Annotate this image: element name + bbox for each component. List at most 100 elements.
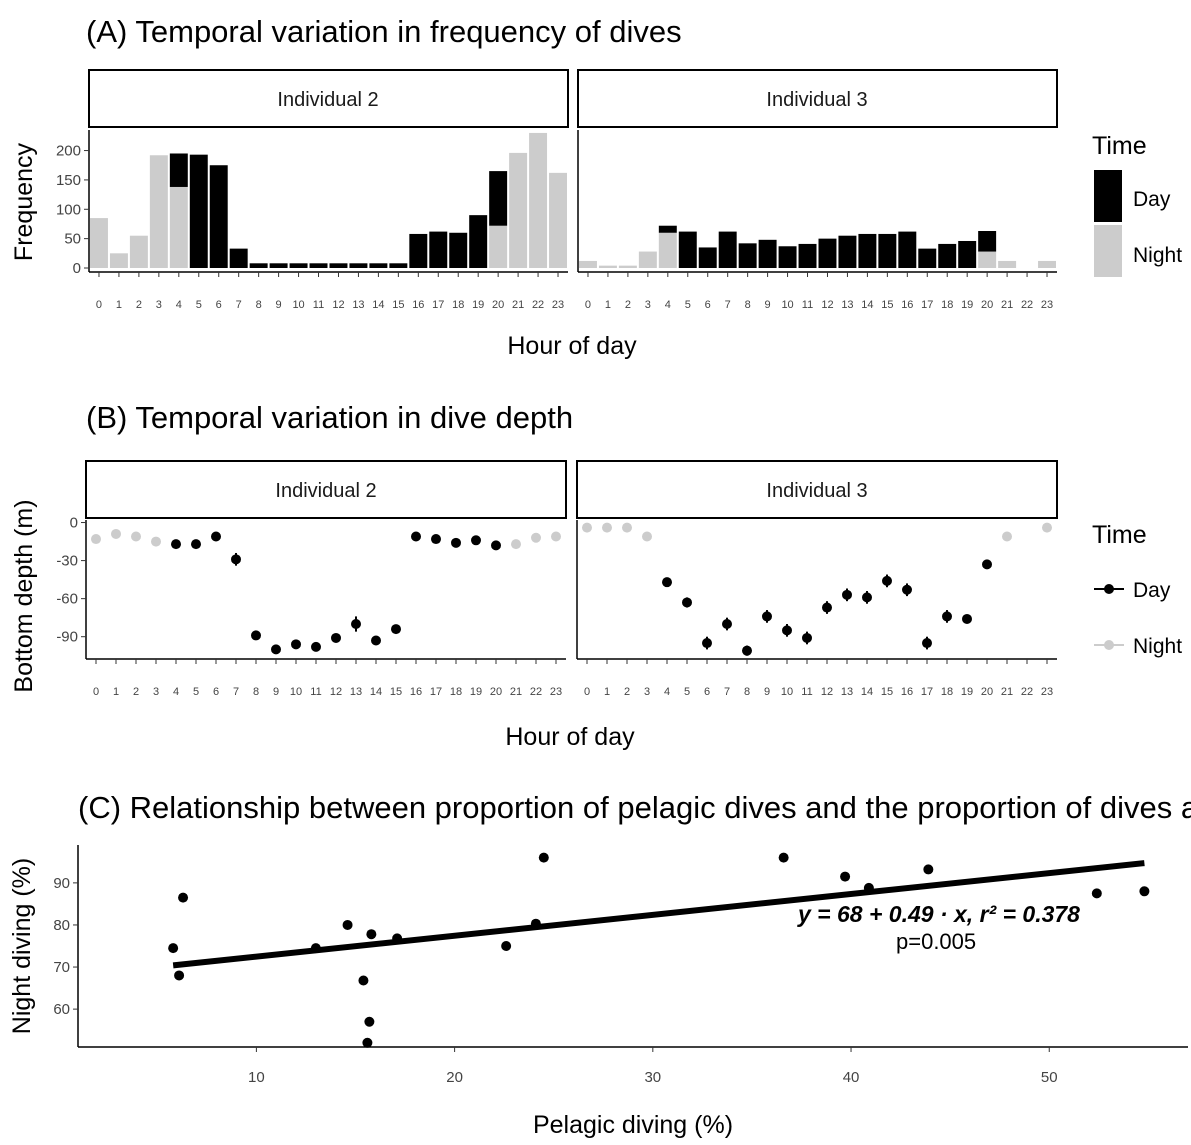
point-day xyxy=(311,641,321,652)
x-tick-label: 20 xyxy=(490,686,502,698)
x-tick-label: 17 xyxy=(921,299,933,311)
scatter-point xyxy=(863,882,874,893)
x-tick-label: 15 xyxy=(881,299,893,311)
point-day xyxy=(702,638,712,649)
scatter-point xyxy=(310,943,321,954)
bar-night xyxy=(658,232,677,268)
point-night xyxy=(151,536,161,547)
point-day xyxy=(982,559,992,570)
panel-c-x-axis-title: Pelagic diving (%) xyxy=(533,1111,733,1139)
bar-night xyxy=(169,186,188,268)
x-tick-label: 4 xyxy=(173,686,179,698)
panel-b-strip-label-individual-2: Individual 2 xyxy=(275,480,376,502)
x-tick-label: 2 xyxy=(624,686,630,698)
y-tick-label: 80 xyxy=(53,917,70,934)
point-day xyxy=(782,625,792,636)
panel-a-facet-individual-3: 0 1 2 3 4 5 6 7 8 9 10 11 12 13 14 15 16 17 18 19 20 21 22 23 xyxy=(577,130,1057,311)
x-tick-label: 23 xyxy=(550,686,562,698)
point-night xyxy=(622,522,632,533)
point-day xyxy=(391,624,401,635)
bar-day xyxy=(718,231,737,268)
x-tick-label: 20 xyxy=(492,299,504,311)
point-night xyxy=(91,534,101,545)
panel-b-legend-label-day: Day xyxy=(1133,579,1171,602)
panel-b-strip-label-individual-3: Individual 3 xyxy=(766,480,867,502)
x-tick-label: 20 xyxy=(446,1069,463,1086)
panel-a-legend: Time Day Night xyxy=(1092,132,1182,277)
panel-b-y-axis-title: Bottom depth (m) xyxy=(10,499,38,692)
scatter-point xyxy=(362,1037,373,1048)
bar-night xyxy=(998,260,1017,268)
x-tick-label: 15 xyxy=(392,299,404,311)
x-tick-label: 13 xyxy=(841,299,853,311)
panel-b-strip-individual-2 xyxy=(85,460,567,519)
panel-b-strip-individual-3 xyxy=(576,460,1058,519)
x-tick-label: 3 xyxy=(153,686,159,698)
x-tick-label: 6 xyxy=(213,686,219,698)
point-day xyxy=(351,619,361,630)
x-tick-label: 30 xyxy=(644,1069,661,1086)
scatter-point xyxy=(366,929,377,940)
x-tick-label: 21 xyxy=(512,299,524,311)
x-tick-label: 12 xyxy=(330,686,342,698)
x-tick-label: 4 xyxy=(176,299,182,311)
scatter-point xyxy=(392,933,403,944)
x-tick-label: 5 xyxy=(685,299,691,311)
point-day xyxy=(211,531,221,542)
bar-night xyxy=(89,218,108,268)
scatter-point xyxy=(530,918,541,929)
point-day xyxy=(171,539,181,550)
point-day xyxy=(411,531,421,542)
bar-day xyxy=(249,263,268,268)
x-tick-label: 2 xyxy=(625,299,631,311)
bar-night xyxy=(489,225,508,268)
bar-night xyxy=(1038,260,1057,268)
bar-day xyxy=(369,263,388,268)
panel-c-title: (C) Relationship between proportion of p… xyxy=(78,790,1191,825)
bar-night xyxy=(618,265,637,268)
x-tick-label: 21 xyxy=(1001,299,1013,311)
x-tick-label: 0 xyxy=(585,299,591,311)
x-tick-label: 16 xyxy=(412,299,424,311)
x-tick-label: 13 xyxy=(352,299,364,311)
bar-day xyxy=(489,171,508,226)
x-tick-label: 11 xyxy=(802,299,813,311)
panel-b-facet-individual-2: 0-30-60-900 1 2 3 4 5 6 7 8 9 10 11 12 13 14 15 16 17 18 19… xyxy=(56,515,566,698)
x-tick-label: 0 xyxy=(96,299,102,311)
x-tick-label: 7 xyxy=(236,299,242,311)
x-tick-label: 19 xyxy=(961,299,973,311)
bar-day xyxy=(698,247,717,268)
x-tick-label: 11 xyxy=(801,686,812,698)
x-tick-label: 10 xyxy=(781,686,793,698)
x-tick-label: 17 xyxy=(430,686,442,698)
bar-day xyxy=(878,233,897,268)
panel-b-x-axis-title: Hour of day xyxy=(505,723,635,751)
bar-night xyxy=(978,251,997,268)
bar-day xyxy=(758,239,777,268)
x-tick-label: 5 xyxy=(196,299,202,311)
x-tick-label: 9 xyxy=(273,686,279,698)
bar-day xyxy=(409,233,428,268)
y-tick-label: 0 xyxy=(70,515,78,532)
x-tick-label: 13 xyxy=(841,686,853,698)
panel-c-equation: y = 68 + 0.49 · x, r² = 0.378 xyxy=(797,901,1080,927)
bar-day xyxy=(429,231,448,268)
bar-day xyxy=(798,243,817,268)
point-day xyxy=(802,632,812,643)
x-tick-label: 3 xyxy=(644,686,650,698)
x-tick-label: 1 xyxy=(605,299,611,311)
scatter-point xyxy=(538,852,549,863)
panel-a-legend-label-night: Night xyxy=(1133,244,1182,267)
scatter-point xyxy=(342,919,353,930)
point-night xyxy=(531,532,541,543)
scatter-point xyxy=(174,970,185,981)
scatter-point xyxy=(923,864,934,875)
panel-a-strip-label-individual-2: Individual 2 xyxy=(277,89,378,111)
y-tick-label: 0 xyxy=(73,260,81,277)
x-tick-label: 15 xyxy=(390,686,402,698)
x-tick-label: 4 xyxy=(664,686,670,698)
bar-day xyxy=(778,246,797,268)
bar-day xyxy=(658,225,677,233)
y-tick-label: -30 xyxy=(56,553,78,570)
